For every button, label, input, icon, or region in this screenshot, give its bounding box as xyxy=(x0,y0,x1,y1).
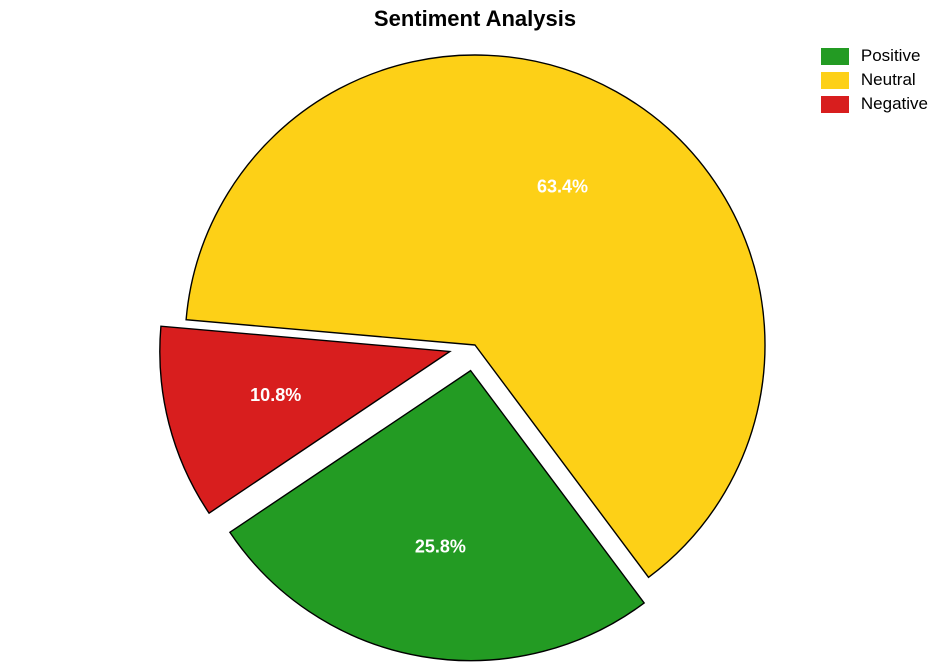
slice-label-neutral: 63.4% xyxy=(537,177,588,197)
legend-item-neutral: Neutral xyxy=(821,70,928,90)
legend-label: Positive xyxy=(861,46,921,66)
pie-svg: 63.4% 25.8% 10.8% xyxy=(0,0,950,662)
slice-label-negative: 10.8% xyxy=(250,385,301,405)
legend-item-negative: Negative xyxy=(821,94,928,114)
legend-label: Neutral xyxy=(861,70,916,90)
chart-legend: Positive Neutral Negative xyxy=(821,46,928,118)
legend-label: Negative xyxy=(861,94,928,114)
legend-swatch-icon xyxy=(821,48,849,65)
legend-swatch-icon xyxy=(821,96,849,113)
slice-label-positive: 25.8% xyxy=(415,537,466,557)
legend-swatch-icon xyxy=(821,72,849,89)
sentiment-pie-chart: Sentiment Analysis 63.4%25.8%10.8% Posit… xyxy=(0,0,950,662)
legend-item-positive: Positive xyxy=(821,46,928,66)
